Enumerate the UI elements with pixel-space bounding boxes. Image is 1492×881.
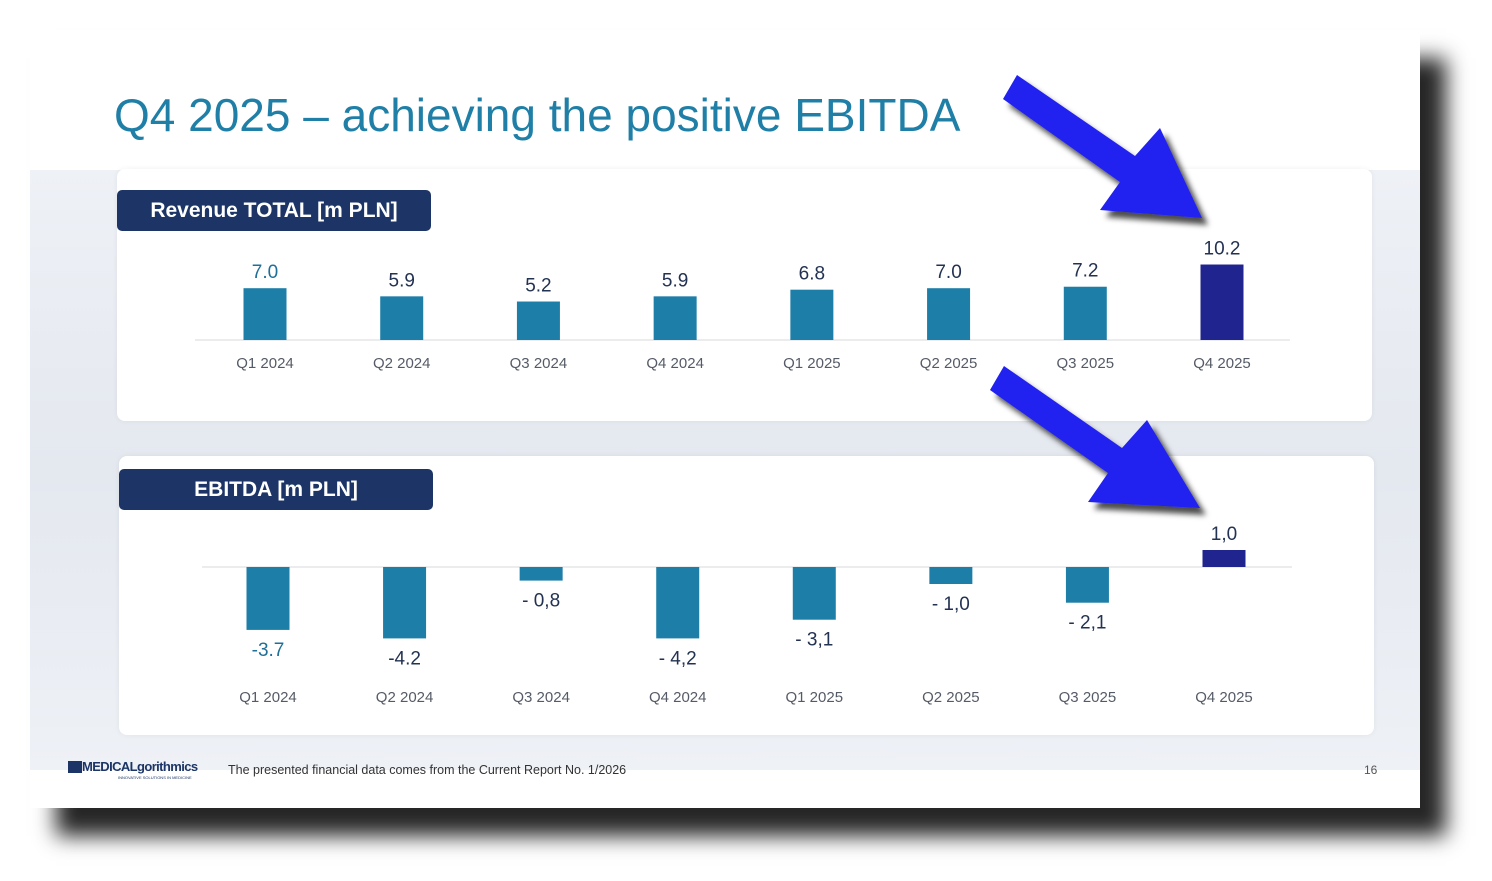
tick-label: Q3 2024	[510, 355, 568, 372]
data-label: - 2,1	[1068, 613, 1106, 634]
tick-label: Q1 2025	[786, 689, 844, 706]
bar	[516, 301, 560, 340]
tick-label: Q2 2025	[920, 355, 978, 372]
tick-label: Q1 2024	[236, 355, 294, 372]
charts-canvas: 7.0 Q1 2024 5.9 Q2 2024 5.2 Q3 2024 5.9 Q4 2024…	[195, 239, 1292, 706]
ebitda-chart-title: EBITDA [m PLN]	[119, 469, 433, 510]
bar	[790, 289, 834, 340]
bar	[519, 567, 563, 581]
bar	[927, 288, 971, 340]
data-label: 7.0	[252, 262, 278, 283]
data-label: 5.9	[389, 270, 415, 291]
tick-label: Q2 2024	[376, 689, 434, 706]
bar	[653, 296, 697, 340]
company-logo: MEDICALgorithmics INNOVATIVE SOLUTIONS I…	[68, 759, 198, 782]
data-label: -3.7	[252, 640, 285, 661]
slide-title: Q4 2025 – achieving the positive EBITDA	[114, 89, 961, 141]
tick-label: Q2 2024	[373, 355, 431, 372]
tick-label: Q3 2025	[1059, 689, 1117, 706]
data-label: - 4,2	[659, 648, 697, 669]
revenue-chart-title: Revenue TOTAL [m PLN]	[117, 190, 431, 231]
bar	[380, 296, 424, 340]
bar	[1065, 567, 1109, 603]
page-number: 16	[1364, 763, 1378, 777]
tick-label: Q1 2025	[783, 355, 841, 372]
data-label: - 1,0	[932, 594, 970, 615]
data-label: -4.2	[388, 648, 421, 669]
bar	[246, 567, 290, 630]
logo-mark-icon	[68, 761, 82, 773]
data-label: - 3,1	[795, 630, 833, 651]
bar	[929, 567, 973, 584]
bar	[792, 567, 836, 620]
tick-label: Q3 2025	[1057, 355, 1115, 372]
bar	[656, 567, 700, 639]
tick-label: Q1 2024	[239, 689, 297, 706]
data-label: 6.8	[799, 264, 825, 285]
tick-label: Q4 2025	[1195, 689, 1253, 706]
bar	[1202, 550, 1246, 567]
data-label: 5.2	[525, 276, 551, 297]
data-label: 5.9	[662, 270, 688, 291]
bar	[383, 567, 427, 639]
logo-text: MEDICALgorithmics	[82, 759, 198, 774]
bar	[1063, 286, 1107, 340]
data-label: 7.2	[1072, 261, 1098, 282]
data-label: 10.2	[1204, 239, 1241, 260]
source-note: The presented financial data comes from …	[228, 763, 627, 777]
bar	[243, 288, 287, 340]
slide: Q4 2025 – achieving the positive EBITDA …	[30, 30, 1420, 808]
logo-tagline: INNOVATIVE SOLUTIONS IN MEDICINE	[118, 775, 192, 780]
tick-label: Q4 2024	[649, 689, 707, 706]
data-label: 7.0	[935, 262, 961, 283]
data-label: 1,0	[1211, 524, 1237, 545]
tick-label: Q4 2025	[1193, 355, 1251, 372]
tick-label: Q4 2024	[646, 355, 704, 372]
data-label: - 0,8	[522, 591, 560, 612]
tick-label: Q2 2025	[922, 689, 980, 706]
bar	[1200, 264, 1244, 340]
tick-label: Q3 2024	[512, 689, 570, 706]
